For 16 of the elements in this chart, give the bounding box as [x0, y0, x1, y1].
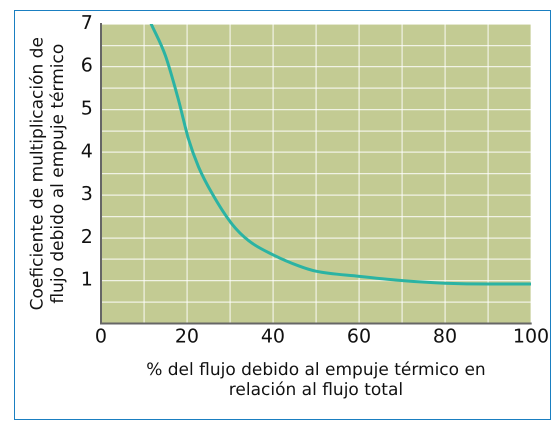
x-tick-label: 100: [512, 326, 550, 348]
y-tick-label: 3: [80, 183, 93, 206]
x-tick-label: 80: [432, 326, 458, 348]
x-tick-label: 0: [94, 326, 107, 348]
y-tick-label: 7: [80, 12, 93, 34]
x-tick-label: 40: [260, 326, 286, 348]
line-series: [150, 24, 531, 286]
y-tick-label: 5: [80, 97, 93, 120]
y-tick-label: 4: [80, 140, 93, 162]
x-axis-title: % del flujo debido al empuje térmico en relación al flujo total: [146, 360, 486, 400]
y-tick-label: 2: [80, 226, 93, 248]
y-axis-title: Coeficiente de multiplicación de flujo debido al empuje térmico: [28, 37, 68, 310]
x-tick-label: 20: [174, 326, 200, 348]
y-tick-label: 1: [80, 268, 93, 291]
y-tick-label: 6: [80, 54, 93, 77]
x-tick-label: 60: [346, 326, 372, 348]
